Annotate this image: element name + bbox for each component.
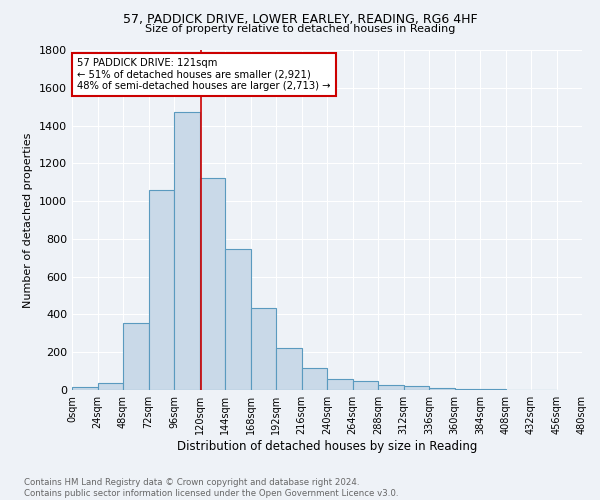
Text: Size of property relative to detached houses in Reading: Size of property relative to detached ho… xyxy=(145,24,455,34)
Bar xyxy=(97,384,123,390)
Bar xyxy=(429,388,455,390)
Bar xyxy=(404,386,429,390)
Bar xyxy=(199,178,225,390)
Bar xyxy=(302,368,327,390)
Bar xyxy=(123,323,149,390)
Bar xyxy=(353,380,378,390)
Text: Contains HM Land Registry data © Crown copyright and database right 2024.
Contai: Contains HM Land Registry data © Crown c… xyxy=(24,478,398,498)
X-axis label: Distribution of detached houses by size in Reading: Distribution of detached houses by size … xyxy=(177,440,477,452)
Bar xyxy=(225,250,251,390)
Bar xyxy=(72,387,97,390)
Bar xyxy=(378,386,404,390)
Bar xyxy=(455,389,480,390)
Text: 57, PADDICK DRIVE, LOWER EARLEY, READING, RG6 4HF: 57, PADDICK DRIVE, LOWER EARLEY, READING… xyxy=(122,12,478,26)
Bar xyxy=(276,348,302,390)
Bar xyxy=(251,308,276,390)
Bar xyxy=(174,112,199,390)
Bar xyxy=(327,378,353,390)
Bar xyxy=(149,190,174,390)
Y-axis label: Number of detached properties: Number of detached properties xyxy=(23,132,34,308)
Text: 57 PADDICK DRIVE: 121sqm
← 51% of detached houses are smaller (2,921)
48% of sem: 57 PADDICK DRIVE: 121sqm ← 51% of detach… xyxy=(77,58,331,91)
